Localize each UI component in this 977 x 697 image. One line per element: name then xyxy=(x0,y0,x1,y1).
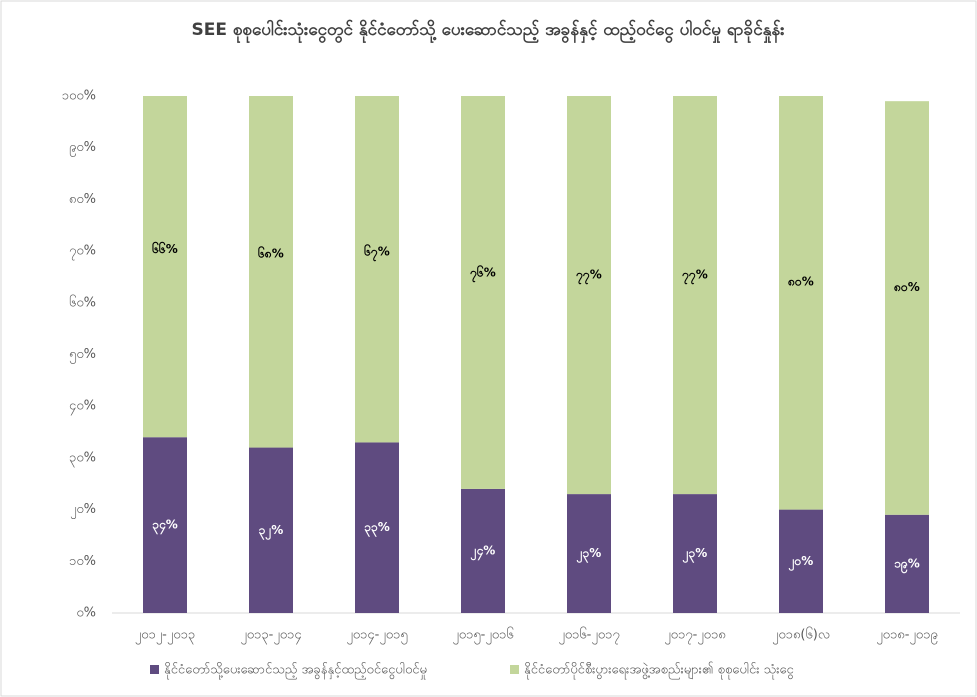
y-tick-label: ၂၀% xyxy=(70,502,96,519)
data-label: ၇၇% xyxy=(681,268,708,286)
data-label: ၂၃% xyxy=(682,546,708,564)
bar-segment xyxy=(461,96,505,489)
data-label: ၃၃% xyxy=(364,520,390,538)
data-label: ၆၇% xyxy=(363,242,390,262)
x-tick-label: ၂၀၁၅-၂၀၁၆ xyxy=(452,627,513,645)
y-tick-label: ၅၀% xyxy=(69,347,96,364)
x-tick-label: ၂၀၁၈(၆)လ xyxy=(772,627,830,645)
y-tick-label: ၁၀၀% xyxy=(62,89,96,104)
bar-segment xyxy=(249,96,293,448)
x-tick-label: ၂၀၁၄-၂၀၁၅ xyxy=(346,628,407,645)
bar-segment xyxy=(779,96,823,510)
data-label: ၃၂% xyxy=(259,523,284,541)
data-label: ၇၆% xyxy=(469,263,496,283)
legend-label: နိုင်ငံတော်သို့ပေးဆောင်သည့် အခွန်နှင့်ထည… xyxy=(164,662,427,680)
data-label: ၃၄% xyxy=(152,518,178,536)
x-tick-label: ၂၀၁၆-၂၀၁၇ xyxy=(558,627,619,645)
y-tick-label: ၁၀% xyxy=(69,554,96,569)
bar-segment xyxy=(355,442,399,613)
chart-title: SEE စုစုပေါင်းသုံးငွေတွင် နိုင်ငံတော်သို… xyxy=(191,18,785,44)
data-label: ၆၈% xyxy=(257,245,284,261)
bar-segment xyxy=(461,488,505,613)
data-label: ၁၉% xyxy=(894,556,920,574)
data-label: ၂၀% xyxy=(788,554,814,572)
x-tick-label: ၂၀၁၇-၂၀၁၈ xyxy=(664,628,725,645)
x-tick-label: ၂၀၁၂-၂၀၁၃ xyxy=(135,628,195,645)
data-label: ၂၄% xyxy=(470,543,496,561)
y-tick-label: ၈၀% xyxy=(69,192,96,207)
bar-segment xyxy=(779,509,823,613)
bar-segment xyxy=(143,96,187,438)
x-tick-label: ၂၀၁၃-၂၀၁၄ xyxy=(240,628,302,645)
data-label: ၂၃% xyxy=(576,546,602,564)
data-label: ၇၇% xyxy=(575,268,602,286)
y-tick-label: ၆၀% xyxy=(69,294,96,310)
y-tick-label: ၀% xyxy=(76,606,96,621)
y-tick-label: ၃၀% xyxy=(69,450,96,467)
bar-segment xyxy=(885,101,929,515)
data-label: ၈၀% xyxy=(787,275,814,289)
data-label: ၈၀% xyxy=(893,280,920,294)
bar-segment xyxy=(143,437,187,613)
legend-swatch xyxy=(150,665,159,674)
bar-segment xyxy=(673,96,717,495)
x-tick-label: ၂၀၁၈-၂၀၁၉ xyxy=(876,628,937,645)
bar-segment xyxy=(355,96,399,443)
bar-segment xyxy=(885,514,929,613)
bar-segment xyxy=(673,494,717,613)
bar-segment xyxy=(567,494,611,613)
y-tick-label: ၄၀% xyxy=(69,399,96,416)
bar-segment xyxy=(249,447,293,613)
y-tick-label: ၇၀% xyxy=(69,244,96,261)
bar-segment xyxy=(567,96,611,495)
legend-swatch xyxy=(510,665,519,674)
y-tick-label: ၉၀% xyxy=(69,140,96,157)
data-label: ၆၆% xyxy=(151,240,178,256)
legend-label: နိုင်ငံတော်ပိုင်စီးပွားရေးအဖွဲ့အစည်းများ… xyxy=(524,662,795,680)
